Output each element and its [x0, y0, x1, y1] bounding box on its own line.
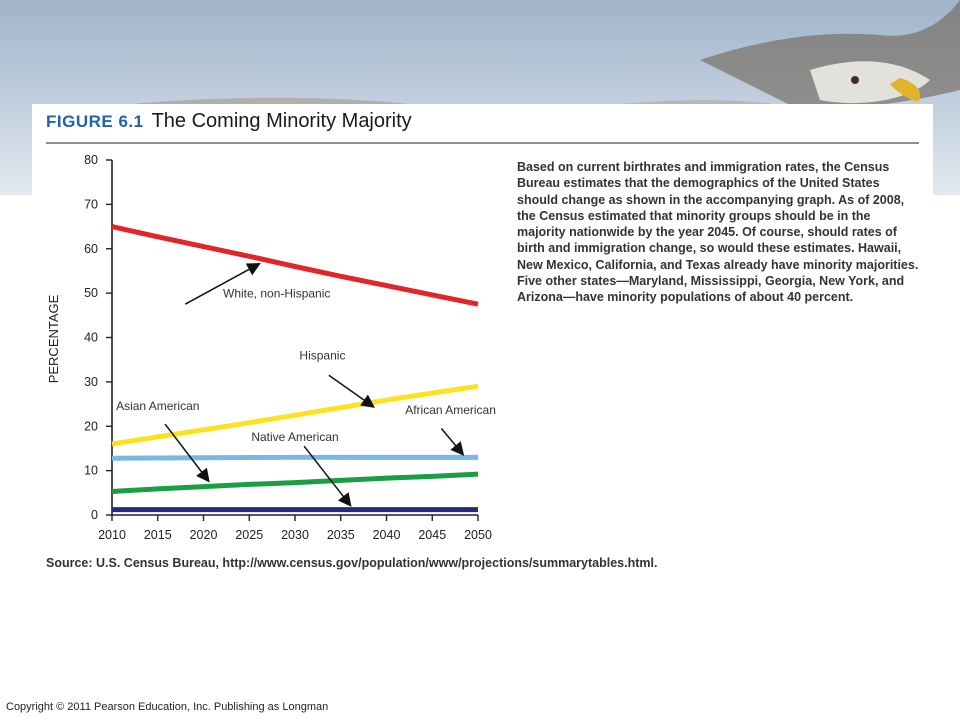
- series-line: [111, 471, 479, 494]
- y-tick-label: 10: [84, 464, 98, 478]
- x-tick-label: 2050: [464, 528, 492, 542]
- annotation-label: Hispanic: [299, 349, 345, 363]
- series-line: [111, 224, 479, 307]
- y-tick-label: 20: [84, 419, 98, 433]
- x-tick-label: 2030: [281, 528, 309, 542]
- x-tick-label: 2015: [144, 528, 172, 542]
- y-tick-label: 50: [84, 286, 98, 300]
- copyright-notice: Copyright © 2011 Pearson Education, Inc.…: [6, 701, 329, 713]
- annotation-arrow: [440, 427, 465, 456]
- figure-source: Source: U.S. Census Bureau, http://www.c…: [46, 556, 658, 570]
- figure-panel: FIGURE 6.1 The Coming Minority Majority P…: [32, 104, 933, 582]
- title-divider: [46, 142, 919, 144]
- y-tick-label: 30: [84, 375, 98, 389]
- y-axis-label: PERCENTAGE: [46, 294, 61, 383]
- y-tick-label: 0: [91, 508, 98, 522]
- y-tick-label: 40: [84, 331, 98, 345]
- annotation-arrow: [303, 445, 352, 507]
- annotation-arrow: [328, 374, 375, 408]
- x-tick-label: 2045: [418, 528, 446, 542]
- figure-number: FIGURE 6.1: [46, 112, 144, 131]
- series-line: [111, 454, 478, 461]
- annotation-label: White, non-Hispanic: [223, 287, 330, 301]
- annotation-arrow: [164, 423, 210, 483]
- y-tick-label: 70: [84, 197, 98, 211]
- annotation-label: Native American: [251, 430, 338, 444]
- annotation-arrow: [184, 262, 261, 305]
- x-tick-label: 2020: [190, 528, 218, 542]
- figure-heading: FIGURE 6.1 The Coming Minority Majority: [46, 110, 412, 133]
- figure-description: Based on current birthrates and immigrat…: [517, 160, 919, 305]
- annotation-label: Asian American: [116, 399, 199, 413]
- x-tick-label: 2040: [373, 528, 401, 542]
- annotation-label: African American: [405, 403, 496, 417]
- x-tick-label: 2010: [98, 528, 126, 542]
- x-tick-label: 2025: [235, 528, 263, 542]
- y-tick-label: 60: [84, 242, 98, 256]
- x-tick-label: 2035: [327, 528, 355, 542]
- figure-title: The Coming Minority Majority: [151, 110, 412, 132]
- y-tick-label: 80: [84, 153, 98, 167]
